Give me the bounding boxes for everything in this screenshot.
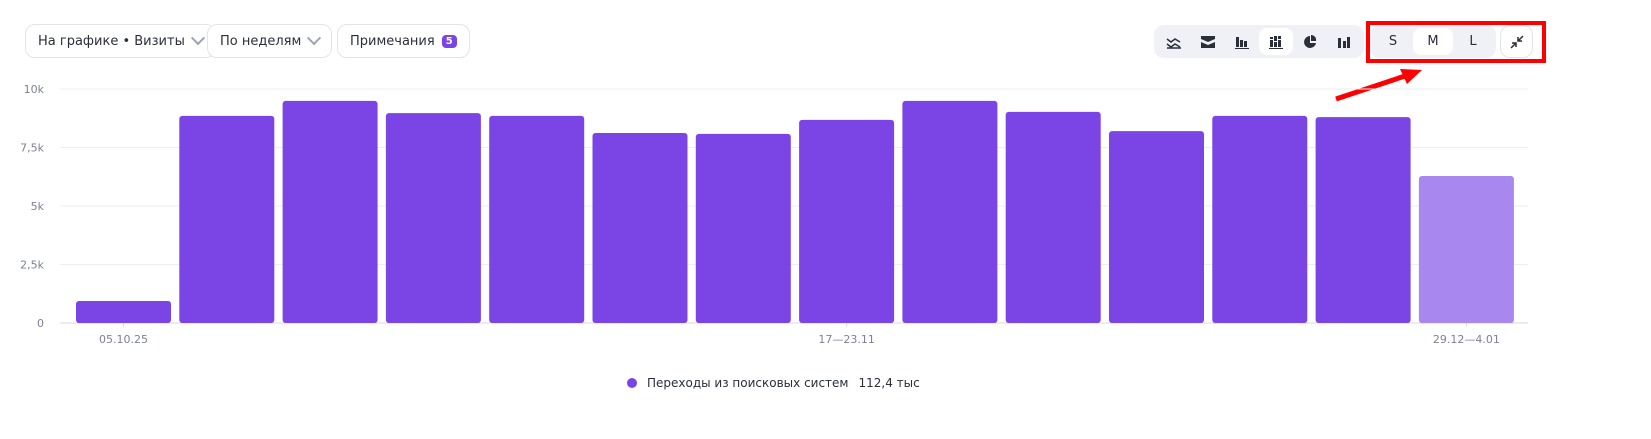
size-l-button[interactable]: L (1469, 34, 1477, 49)
bar[interactable] (385, 113, 481, 323)
column-chart-icon (1338, 36, 1350, 48)
notes-label: Примечания (350, 33, 435, 49)
bar[interactable] (1418, 176, 1514, 323)
y-tick-label: 0 (37, 317, 44, 330)
area-chart-icon (1201, 35, 1215, 48)
bar[interactable] (902, 100, 998, 324)
x-tick-label: 29.12—4.01 (1433, 333, 1500, 346)
legend-label: Переходы из поисковых систем (647, 376, 849, 390)
bar[interactable] (489, 115, 585, 323)
bar-chart-icon (1235, 36, 1249, 49)
collapse-button[interactable] (1500, 25, 1533, 58)
chevron-down-icon (190, 31, 205, 46)
chart-type-switcher (1154, 25, 1364, 58)
notes-button[interactable]: Примечания 5 (337, 24, 470, 58)
legend-dot (627, 378, 637, 388)
bar-chart: 0 2,5k 5k 7,5k 10k 05.10.25 17—23.11 29.12—4.01 (20, 83, 1528, 346)
stacked-bar-chart-icon (1269, 35, 1283, 49)
legend-item[interactable]: Переходы из поисковых систем 112,4 тыс (627, 376, 920, 390)
bar[interactable] (592, 132, 688, 323)
bar[interactable] (282, 100, 378, 324)
x-tick-label: 17—23.11 (818, 333, 875, 346)
x-tick-label: 05.10.25 (99, 333, 148, 346)
metric-select-label: На графике • Визиты (38, 33, 185, 49)
pie-chart-icon (1304, 34, 1317, 48)
bar[interactable] (76, 301, 171, 323)
chevron-down-icon (307, 31, 322, 46)
y-tick-label: 7,5k (20, 142, 44, 155)
bar[interactable] (1315, 117, 1411, 323)
size-switcher: S M L (1370, 25, 1496, 58)
legend-total: 112,4 тыс (858, 376, 920, 390)
bar[interactable] (799, 119, 895, 323)
bar[interactable] (1109, 131, 1204, 323)
collapse-icon (1509, 34, 1524, 49)
y-tick-label: 5k (31, 200, 45, 213)
bar[interactable] (695, 133, 791, 323)
bar-chart-button[interactable] (1225, 28, 1259, 55)
bar[interactable] (1005, 111, 1101, 323)
pie-chart-button[interactable] (1293, 28, 1327, 55)
size-m-button[interactable]: M (1413, 28, 1453, 55)
y-tick-label: 10k (24, 83, 45, 96)
size-s-button[interactable]: S (1388, 34, 1398, 49)
notes-count-badge: 5 (441, 34, 457, 48)
line-chart-icon (1166, 37, 1181, 49)
bar[interactable] (179, 115, 275, 323)
period-select-label: По неделям (220, 33, 302, 49)
y-tick-label: 2,5k (20, 259, 44, 272)
line-chart-button[interactable] (1157, 28, 1191, 55)
metric-select[interactable]: На графике • Визиты (25, 24, 216, 58)
period-select[interactable]: По неделям (207, 24, 333, 58)
stacked-bar-chart-button[interactable] (1259, 28, 1293, 55)
bar[interactable] (1212, 115, 1308, 323)
area-chart-button[interactable] (1191, 28, 1225, 55)
column-chart-button[interactable] (1327, 28, 1361, 55)
